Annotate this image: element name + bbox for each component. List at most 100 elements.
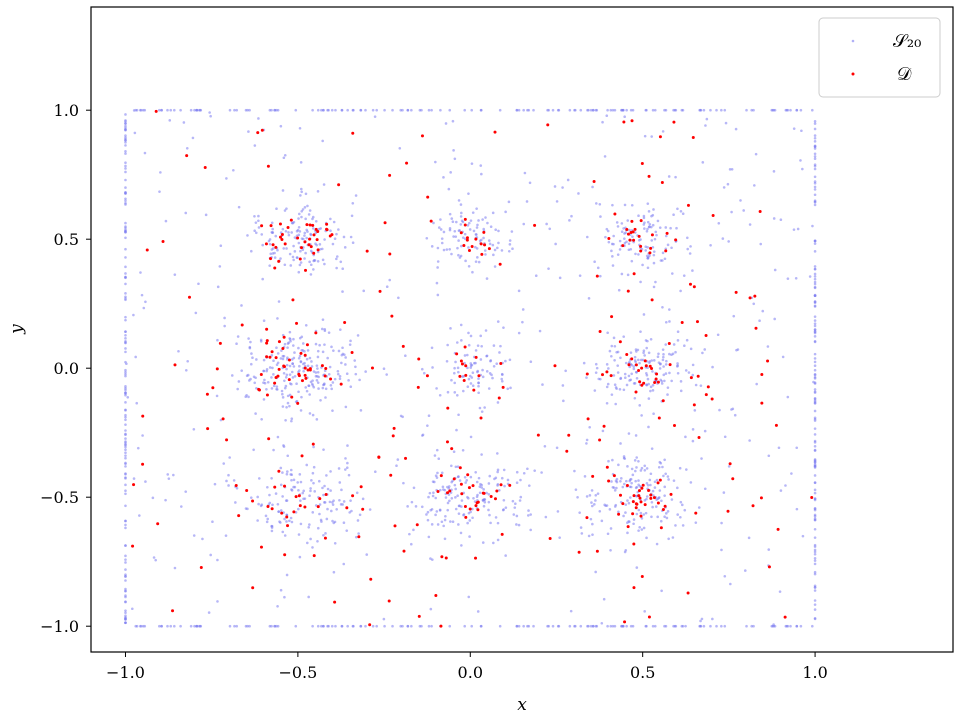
point-series-2 (758, 210, 762, 214)
point-series-1 (808, 275, 812, 278)
point-series-1 (259, 340, 263, 343)
point-series-2 (187, 295, 191, 299)
point-series-1 (665, 359, 668, 363)
point-series-1 (632, 522, 635, 526)
point-series-1 (306, 541, 309, 545)
point-series-1 (646, 202, 650, 205)
point-series-1 (761, 309, 765, 313)
point-series-1 (448, 499, 451, 503)
point-series-2 (278, 235, 282, 239)
point-series-1 (430, 108, 433, 112)
point-series-1 (813, 419, 817, 422)
point-series-1 (260, 417, 263, 421)
point-series-1 (632, 382, 636, 385)
point-series-1 (644, 249, 648, 252)
point-series-1 (430, 245, 434, 248)
point-series-2 (602, 424, 606, 428)
point-series-2 (448, 489, 452, 493)
point-series-1 (622, 388, 626, 392)
point-series-1 (306, 364, 310, 368)
point-series-1 (293, 351, 296, 354)
point-series-2 (285, 515, 289, 519)
point-series-1 (124, 451, 127, 455)
point-series-1 (124, 372, 127, 376)
point-series-2 (185, 154, 189, 158)
point-series-1 (724, 121, 728, 125)
point-series-1 (632, 365, 636, 368)
point-series-1 (477, 219, 480, 222)
point-series-1 (173, 566, 177, 570)
point-series-1 (298, 473, 302, 476)
point-series-1 (318, 243, 322, 246)
point-series-1 (262, 398, 266, 401)
point-series-1 (304, 192, 308, 196)
point-series-1 (435, 387, 438, 390)
point-series-1 (319, 398, 322, 402)
point-series-1 (316, 355, 320, 359)
point-series-2 (324, 492, 328, 496)
point-series-1 (739, 199, 742, 202)
point-series-1 (463, 475, 467, 479)
point-series-1 (286, 401, 290, 405)
point-series-1 (324, 387, 328, 391)
point-series-1 (694, 383, 698, 387)
point-series-1 (350, 214, 354, 218)
point-series-1 (330, 509, 333, 513)
point-series-1 (252, 448, 255, 452)
point-series-1 (508, 243, 512, 246)
point-series-1 (124, 568, 127, 571)
point-series-2 (416, 385, 420, 389)
point-series-1 (493, 248, 497, 252)
point-series-1 (521, 320, 524, 324)
point-series-1 (491, 376, 494, 380)
point-series-1 (687, 371, 691, 374)
point-series-1 (562, 399, 565, 403)
point-series-1 (616, 253, 620, 256)
point-series-1 (544, 515, 548, 519)
point-series-1 (316, 108, 320, 112)
point-series-1 (691, 363, 695, 367)
point-series-2 (277, 469, 281, 473)
point-series-1 (139, 108, 143, 112)
point-series-1 (233, 108, 236, 112)
point-series-2 (480, 252, 484, 256)
point-series-1 (504, 210, 507, 214)
point-series-1 (504, 506, 508, 510)
point-series-1 (344, 457, 347, 460)
point-series-2 (655, 372, 659, 376)
point-series-1 (482, 236, 485, 240)
point-series-1 (499, 344, 502, 348)
point-series-1 (446, 508, 450, 512)
point-series-1 (606, 108, 609, 112)
point-series-1 (617, 510, 620, 514)
point-series-2 (280, 237, 284, 241)
point-series-1 (747, 536, 751, 540)
point-series-1 (338, 374, 342, 378)
point-series-1 (321, 624, 325, 628)
point-series-1 (311, 546, 314, 549)
point-series-1 (290, 370, 294, 374)
point-series-1 (750, 624, 753, 628)
point-series-1 (280, 389, 284, 393)
point-series-1 (590, 504, 594, 508)
point-series-1 (437, 226, 441, 229)
point-series-1 (383, 624, 386, 628)
point-series-1 (311, 215, 315, 219)
point-series-1 (605, 114, 609, 118)
point-series-1 (661, 259, 664, 262)
point-series-2 (598, 329, 602, 333)
point-series-1 (691, 373, 695, 377)
point-series-1 (620, 272, 624, 276)
point-series-1 (699, 619, 702, 623)
point-series-2 (665, 231, 669, 235)
point-series-2 (460, 492, 464, 496)
point-series-1 (312, 465, 316, 469)
point-series-1 (590, 489, 594, 492)
point-series-1 (678, 466, 682, 470)
point-series-1 (755, 382, 758, 386)
point-series-2 (304, 268, 308, 272)
point-series-1 (631, 624, 635, 628)
point-series-1 (430, 624, 433, 628)
point-series-1 (656, 355, 660, 359)
point-series-1 (634, 350, 638, 353)
